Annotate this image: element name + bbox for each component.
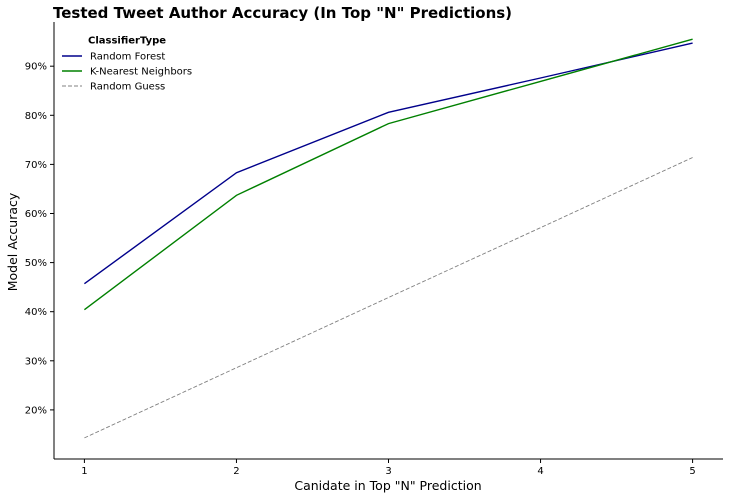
y-tick-label: 20% bbox=[25, 405, 47, 416]
legend-item-label: K-Nearest Neighbors bbox=[90, 67, 192, 78]
x-tick-label: 4 bbox=[537, 466, 543, 477]
x-tick-label: 2 bbox=[233, 466, 239, 477]
x-tick-label: 3 bbox=[385, 466, 391, 477]
legend-title: ClassifierType bbox=[88, 36, 166, 47]
x-tick-label: 5 bbox=[689, 466, 695, 477]
legend: ClassifierType Random Forest K-Nearest Nei… bbox=[62, 36, 192, 93]
y-tick-label: 90% bbox=[25, 62, 47, 73]
y-tick-label: 50% bbox=[25, 258, 47, 269]
y-tick-label: 60% bbox=[25, 209, 47, 220]
series-line-random-forest bbox=[83, 42, 693, 285]
chart-title: Tested Tweet Author Accuracy (In Top "N"… bbox=[53, 4, 512, 22]
series-line-k-nearest-neighbors bbox=[83, 38, 693, 311]
legend-item-label: Random Forest bbox=[90, 52, 165, 63]
x-tick-label: 1 bbox=[81, 466, 87, 477]
y-axis-label: Model Accuracy bbox=[5, 192, 20, 291]
y-tick-label: 70% bbox=[25, 160, 47, 171]
y-tick-label: 80% bbox=[25, 111, 47, 122]
y-tick-label: 40% bbox=[25, 307, 47, 318]
y-tick-label: 30% bbox=[25, 356, 47, 367]
legend-item-label: Random Guess bbox=[90, 82, 165, 93]
x-axis-label: Canidate in Top "N" Prediction bbox=[294, 478, 481, 493]
series-line-random-guess bbox=[84, 157, 693, 439]
plot-area: 1 2 3 4 5 20% 30% 40% 50% 60% 70% 80% 90% bbox=[25, 22, 723, 477]
